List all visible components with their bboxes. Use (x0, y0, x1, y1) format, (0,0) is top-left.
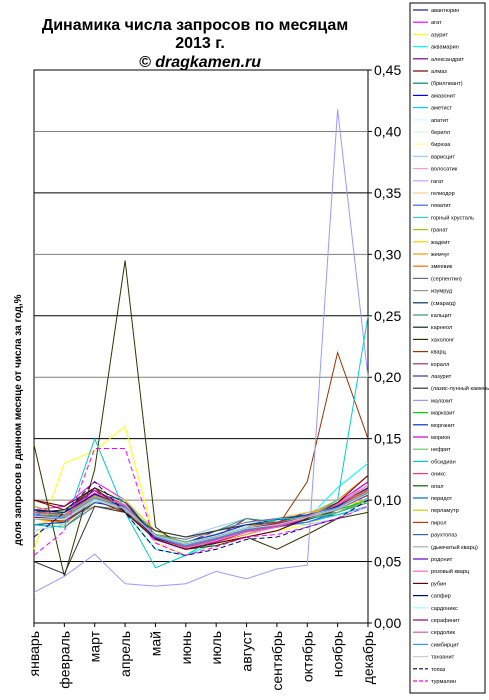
legend-entry: бирюза (431, 142, 451, 148)
legend-entry: берилл (431, 130, 450, 136)
series-line (33, 494, 369, 543)
legend-entry: серафинит (431, 618, 460, 624)
legend-entry: пирол (431, 520, 447, 526)
legend-entry: волосатик (431, 167, 458, 173)
legend-entry: перламутр (431, 508, 459, 514)
legend-entry: сердолик (431, 630, 456, 636)
series-lines (33, 109, 369, 593)
legend-entry: гелиодор (431, 191, 455, 197)
legend-entry: александрит (431, 57, 464, 63)
x-tick-label: ноябрь (330, 631, 346, 677)
gridlines (34, 130, 368, 563)
y-tick-label: 0,00 (374, 615, 401, 631)
legend-entry: обсидиан (431, 459, 456, 465)
legend-entry: топаз (431, 667, 446, 673)
legend-entry: апатит (431, 118, 449, 124)
y-tick-label: 0,05 (374, 554, 401, 570)
y-tick-label: 0,15 (374, 431, 401, 447)
legend-entry: изумруд (431, 289, 453, 295)
y-tick-label: 0,35 (374, 185, 401, 201)
plot-area-frame (33, 69, 369, 624)
legend-entry: аметист (431, 106, 452, 112)
legend-entry: опал (431, 484, 444, 490)
series-line (33, 488, 369, 548)
legend-entry: змеевик (431, 264, 453, 270)
legend-entry: азурит (431, 32, 449, 38)
y-axis-ticks: 0,00 0,05 0,10 0,15 0,20 0,25 0,30 0,35 0,40 0,45 (368, 62, 401, 631)
legend-entry: горный хрусталь (431, 214, 474, 221)
x-tick-label: май (147, 631, 163, 656)
legend: авантюрин агат азурит аквамарин александрит а… (413, 8, 489, 685)
legend-entry: морион (431, 435, 450, 441)
x-axis-ticks: январь февраль март апрель май июнь июль август… (26, 623, 376, 691)
x-tick-label: октябрь (299, 631, 315, 682)
x-tick-label: июнь (178, 631, 194, 664)
legend-entry: кальцит (431, 313, 452, 319)
legend-entry: симбирцит (431, 642, 459, 648)
chart-title: Динамика числа запросов по месяцам (42, 17, 348, 34)
legend-entry: розовый кварц (431, 568, 470, 575)
legend-entry: морганит (431, 423, 455, 429)
y-tick-label: 0,40 (374, 123, 401, 139)
x-tick-label: август (239, 630, 255, 671)
series-line (33, 493, 369, 545)
legend-entry: авантюрин (431, 8, 459, 14)
legend-entry: коралл (431, 362, 449, 368)
y-tick-label: 0,10 (374, 492, 401, 508)
y-tick-label: 0,20 (374, 369, 401, 385)
legend-entry: нефрит (431, 447, 451, 453)
legend-entry: турмалин (431, 679, 456, 685)
x-tick-label: март (87, 630, 103, 662)
x-tick-label: январь (26, 631, 42, 676)
legend-entry: гагат (431, 179, 444, 185)
series-line (33, 448, 369, 556)
legend-entry: родонит (431, 557, 453, 563)
x-tick-label: апрель (117, 631, 133, 677)
legend-entry: (серпентин) (431, 276, 462, 282)
legend-entry: танзанит (431, 655, 455, 661)
legend-entry: (дымчатый кварц) (431, 544, 478, 551)
legend-entry: жемчуг (431, 252, 449, 258)
legend-entry: (смарагд) (431, 301, 456, 307)
y-tick-label: 0,30 (374, 246, 401, 262)
legend-entry: раухтопаз (431, 533, 457, 539)
legend-entry: рубин (431, 581, 446, 587)
legend-entry: хахолонг (431, 337, 454, 343)
y-axis-label: доля запросов в данном месяце от числа з… (13, 294, 24, 545)
legend-entry: амазонит (431, 93, 456, 99)
legend-entry: лазурит (431, 374, 452, 380)
series-line (33, 475, 369, 547)
legend-entry: карнеол (431, 325, 452, 331)
y-tick-label: 0,25 (374, 308, 401, 324)
x-tick-label: февраль (56, 631, 72, 689)
legend-entry: жадеит (431, 240, 450, 246)
legend-entry: марказит (431, 411, 455, 417)
legend-entry: агат (431, 20, 442, 26)
legend-entry: сардоникс (431, 606, 458, 612)
title-group: Динамика числа запросов по месяцам 2013 … (42, 17, 348, 71)
chart-copyright: © dragkamen.ru (139, 54, 261, 71)
legend-entry: перидот (431, 496, 453, 502)
legend-frame (409, 2, 486, 694)
x-tick-label: сентябрь (269, 631, 285, 691)
x-tick-label: июль (208, 631, 224, 664)
series-line (33, 109, 369, 593)
legend-entry: алмаз (431, 69, 447, 75)
series-line (33, 480, 369, 556)
legend-entry: гематит (431, 203, 452, 209)
legend-entry: оникс (431, 472, 446, 478)
legend-entry: (лазис-лунный камень) (431, 385, 489, 392)
chart-subtitle: 2013 г. (175, 35, 225, 52)
y-tick-label: 0,45 (374, 62, 401, 78)
legend-entry: аквамарин (431, 45, 459, 51)
legend-entry: (бриллиант) (431, 81, 463, 87)
x-tick-label: декабрь (360, 631, 376, 684)
legend-entry: гранат (431, 228, 448, 234)
legend-entry: кварц (431, 350, 447, 356)
legend-entry: варисцит (431, 154, 455, 160)
legend-entry: малахит (431, 398, 453, 404)
legend-entry: сапфир (431, 594, 451, 600)
